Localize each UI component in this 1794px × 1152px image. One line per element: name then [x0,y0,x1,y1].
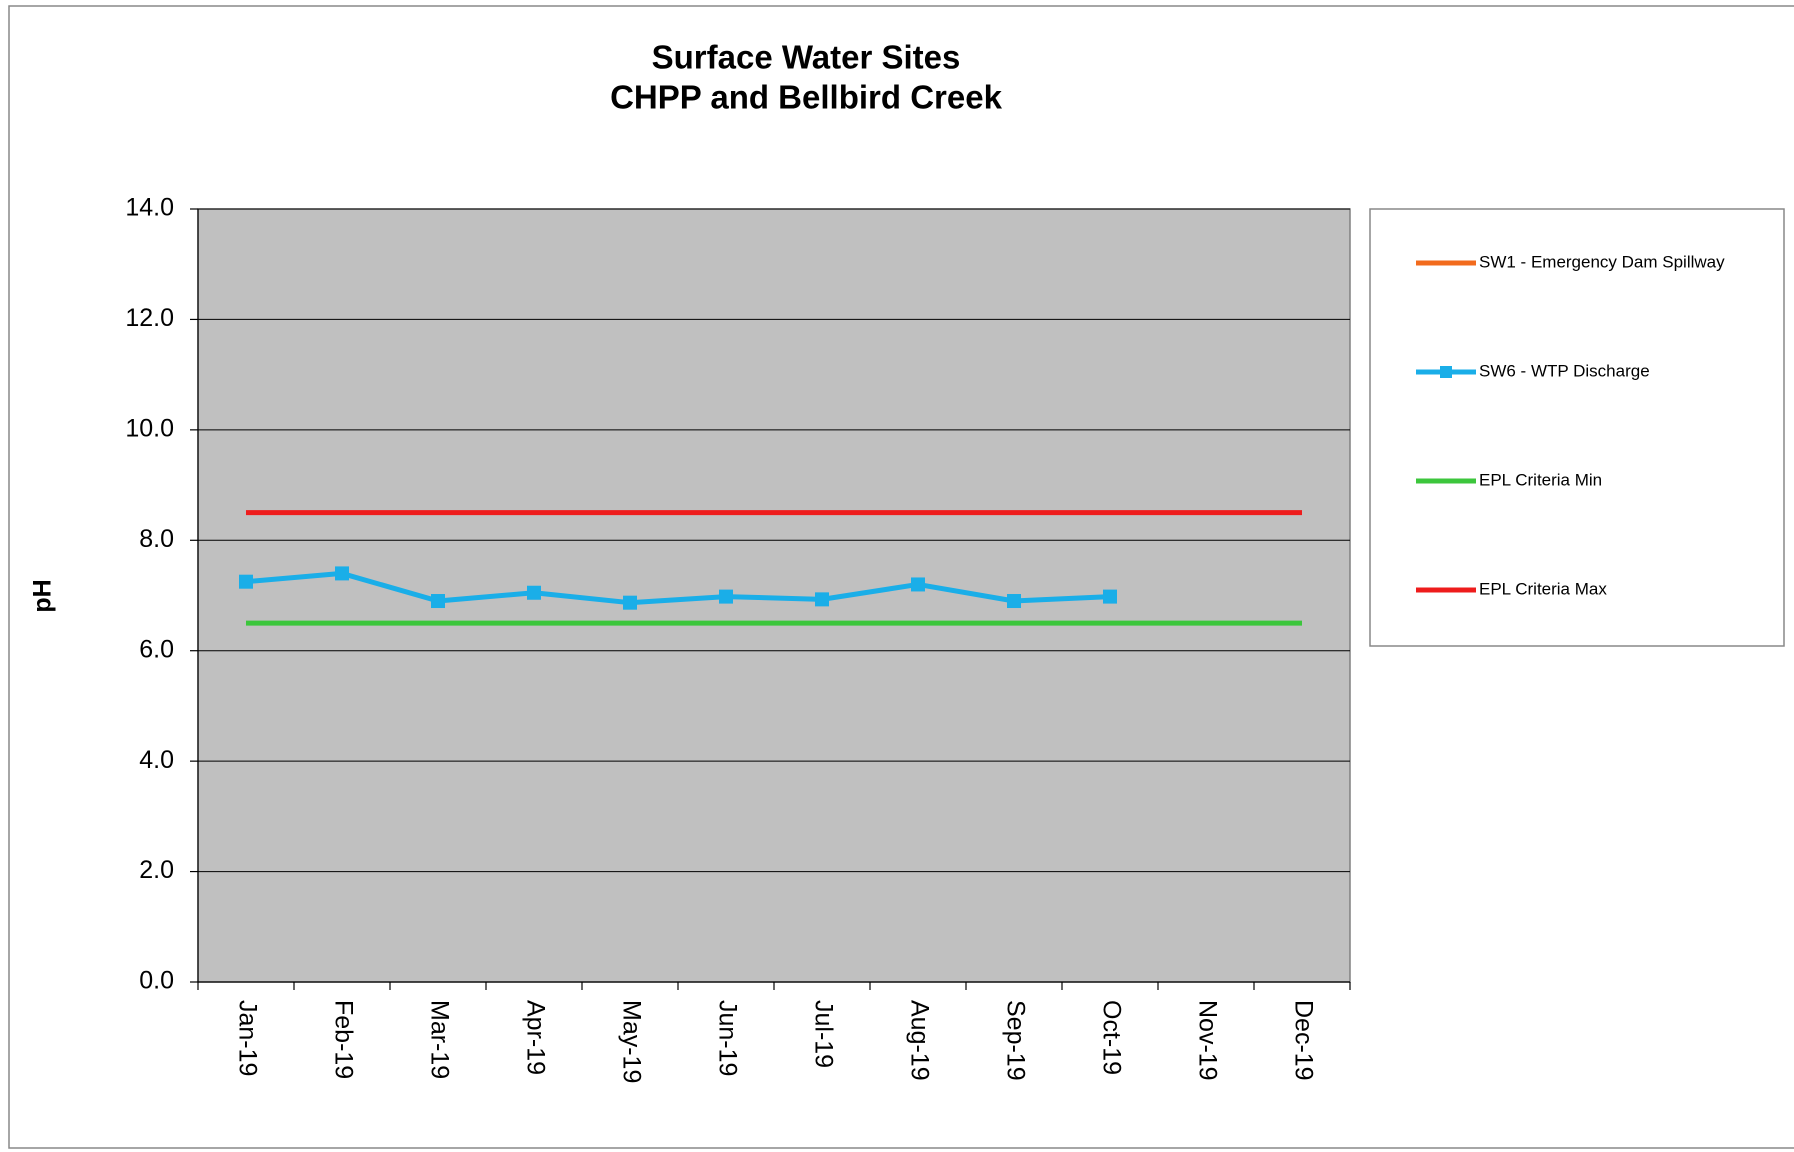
x-tick-label: Nov-19 [1193,1000,1221,1081]
series-line [245,570,1111,606]
y-tick-label: 8.0 [139,525,174,553]
legend-label: EPL Criteria Min [1479,470,1602,489]
x-tick-label: Jun-19 [713,1000,741,1076]
x-tick-label: Oct-19 [1097,1000,1125,1075]
chart-title: Surface Water Sites [652,39,961,76]
x-tick-label: Sep-19 [1001,1000,1029,1081]
marker [911,577,925,592]
y-tick-label: 6.0 [139,635,174,663]
marker [1103,589,1117,604]
y-tick-label: 2.0 [139,856,174,884]
x-tick-label: Mar-19 [425,1000,453,1079]
marker [239,574,253,589]
x-tick-label: Aug-19 [905,1000,933,1081]
legend-label: SW6 - WTP Discharge [1479,361,1650,380]
y-axis-label: pH [29,579,57,612]
legend-label: SW1 - Emergency Dam Spillway [1479,252,1725,271]
x-tick-label: Apr-19 [521,1000,549,1075]
marker [623,595,637,610]
legend-label: EPL Criteria Max [1479,579,1607,598]
y-tick-label: 14.0 [125,194,174,222]
y-tick-label: 0.0 [139,967,174,995]
x-tick-label: Dec-19 [1289,1000,1317,1081]
marker [815,592,829,607]
x-tick-label: Jul-19 [809,1000,837,1068]
x-tick-label: May-19 [617,1000,645,1083]
marker [719,589,733,604]
x-tick-label: Jan-19 [233,1000,261,1076]
legend [1369,208,1785,647]
y-tick-label: 12.0 [125,304,174,332]
marker [1007,594,1021,609]
y-tick-label: 10.0 [125,414,174,442]
marker [335,566,349,581]
x-tick-label: Feb-19 [329,1000,357,1079]
marker [431,594,445,609]
marker [527,585,541,600]
chart-title: CHPP and Bellbird Creek [610,79,1002,116]
y-tick-label: 4.0 [139,746,174,774]
legend-marker [1440,366,1452,378]
